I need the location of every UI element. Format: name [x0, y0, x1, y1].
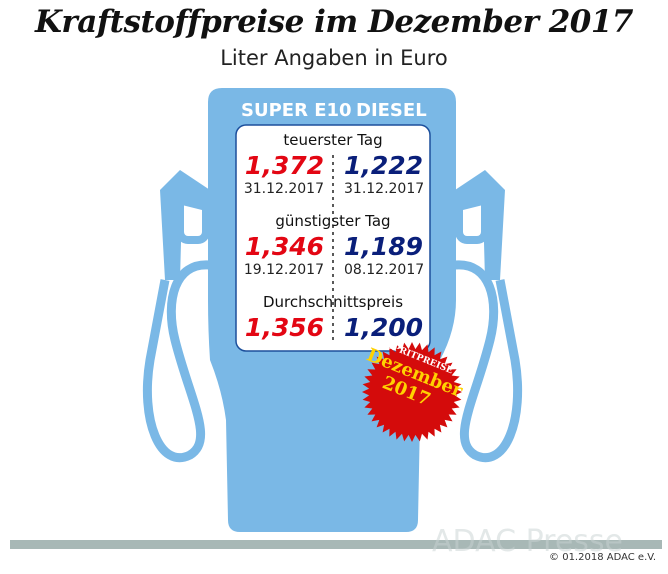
row-label: teuerster Tag: [283, 131, 383, 149]
super-date: 19.12.2017: [243, 262, 324, 278]
super-date: 31.12.2017: [243, 181, 324, 197]
column-super: SUPER E10: [241, 100, 352, 121]
super-price: 1,356: [244, 313, 324, 342]
diesel-date: 08.12.2017: [344, 262, 425, 278]
badge-icon: [362, 342, 462, 442]
diesel-price: 1,189: [344, 232, 424, 261]
price-panel: [235, 124, 431, 352]
copyright: © 01.2018 ADAC e.V.: [549, 552, 656, 563]
subtitle: Liter Angaben in Euro: [220, 46, 448, 70]
row-label: günstigster Tag: [275, 212, 391, 230]
column-diesel: DIESEL: [356, 100, 427, 121]
watermark: ADAC Presse: [432, 524, 623, 559]
nozzle-icon: [160, 170, 505, 280]
super-price: 1,372: [244, 151, 324, 180]
footer-bar: [10, 540, 662, 549]
row-label: Durchschnittspreis: [262, 293, 404, 311]
diesel-price: 1,200: [344, 313, 424, 342]
diesel-date: 31.12.2017: [344, 181, 425, 197]
diesel-price: 1,222: [344, 151, 424, 180]
super-price: 1,346: [244, 232, 324, 261]
page-title: Kraftstoffpreise im Dezember 2017: [34, 4, 634, 40]
hose-icon: [142, 260, 523, 463]
